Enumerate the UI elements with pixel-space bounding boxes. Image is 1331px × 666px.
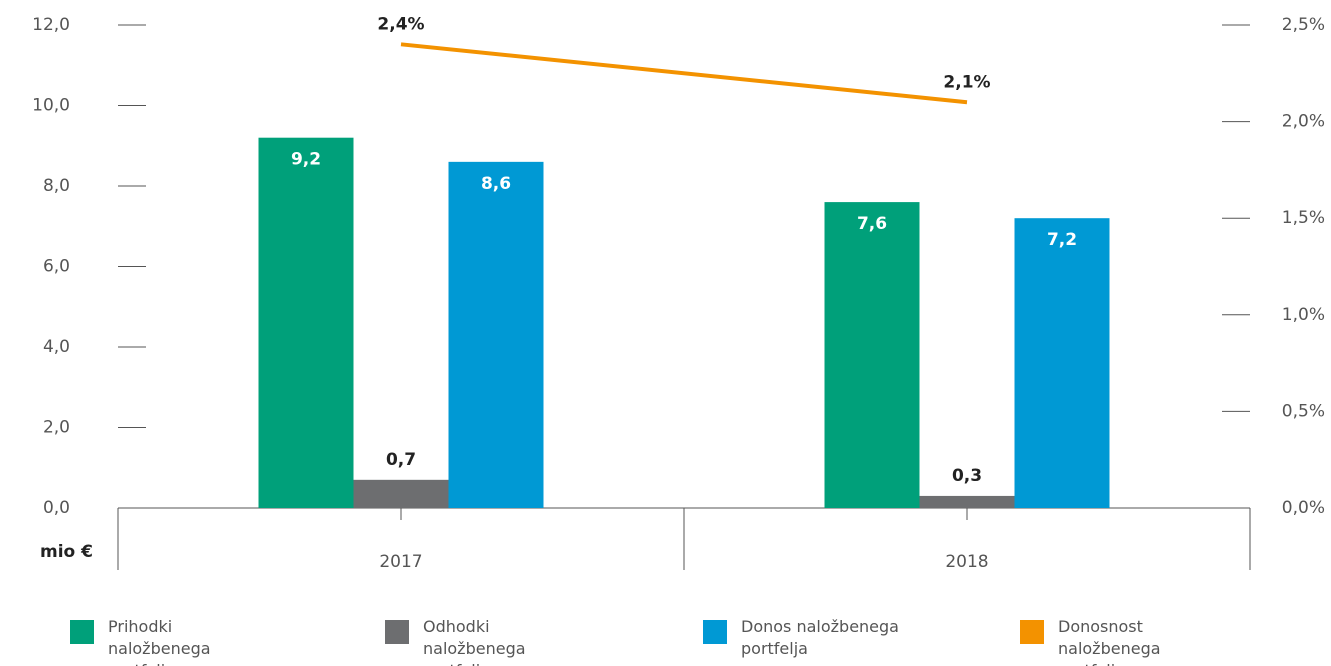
y-tick-label: 10,0 [32,96,70,116]
y2-tick-label: 0,5% [1282,401,1325,421]
legend-swatch [1020,620,1044,644]
y-axis-label: mio € [40,542,93,562]
x-tick-label: 2018 [945,552,988,572]
value-label: 0,7 [386,450,416,470]
line-value-label: 2,4% [377,14,424,34]
y-tick-label: 4,0 [43,337,70,357]
bar [258,137,354,508]
chart: mio € 0,0 2,0 4,0 6,0 8,0 10,0 12,0 0,0% 0,5% 1,0… [32,14,1325,572]
line [400,42,968,105]
line-value-label: 2,1% [943,72,990,92]
y-tick-label: 0,0 [43,498,70,518]
bar [1014,218,1110,508]
legend-item: Odhodki naložbenega portfelja [385,616,583,666]
legend-swatch [70,620,94,644]
y2-tick-label: 2,0% [1282,112,1325,132]
y-tick-label: 8,0 [43,176,70,196]
x-tick-label: 2017 [379,552,422,572]
value-label: 9,2 [291,150,321,170]
bar [448,161,544,508]
legend-swatch [703,620,727,644]
y-tick-label: 6,0 [43,257,70,277]
y-tick-label: 2,0 [43,418,70,438]
legend-label: Donosnost naložbenega portfelja [1058,617,1161,666]
y2-tick-label: 0,0% [1282,498,1325,518]
legend-label: Prihodki naložbenega portfelja [108,617,211,666]
bar [353,479,449,508]
value-label: 8,6 [481,174,511,194]
value-label: 0,3 [952,466,982,486]
legend-label: Odhodki naložbenega portfelja [423,617,526,666]
y-tick-label: 12,0 [32,15,70,35]
legend-item: Prihodki naložbenega portfelja [70,616,268,666]
y2-tick-label: 2,5% [1282,15,1325,35]
legend-item: Donosnost naložbenega portfelja [1020,616,1218,666]
y2-tick-label: 1,5% [1282,208,1325,228]
value-label: 7,2 [1047,230,1077,250]
value-label: 7,6 [857,214,887,234]
legend-label: Donos naložbenega portfelja [741,617,899,658]
bar [824,202,920,508]
y2-tick-label: 1,0% [1282,305,1325,325]
legend-item: Donos naložbenega portfelja [703,616,901,660]
bar [919,495,1015,508]
legend-swatch [385,620,409,644]
